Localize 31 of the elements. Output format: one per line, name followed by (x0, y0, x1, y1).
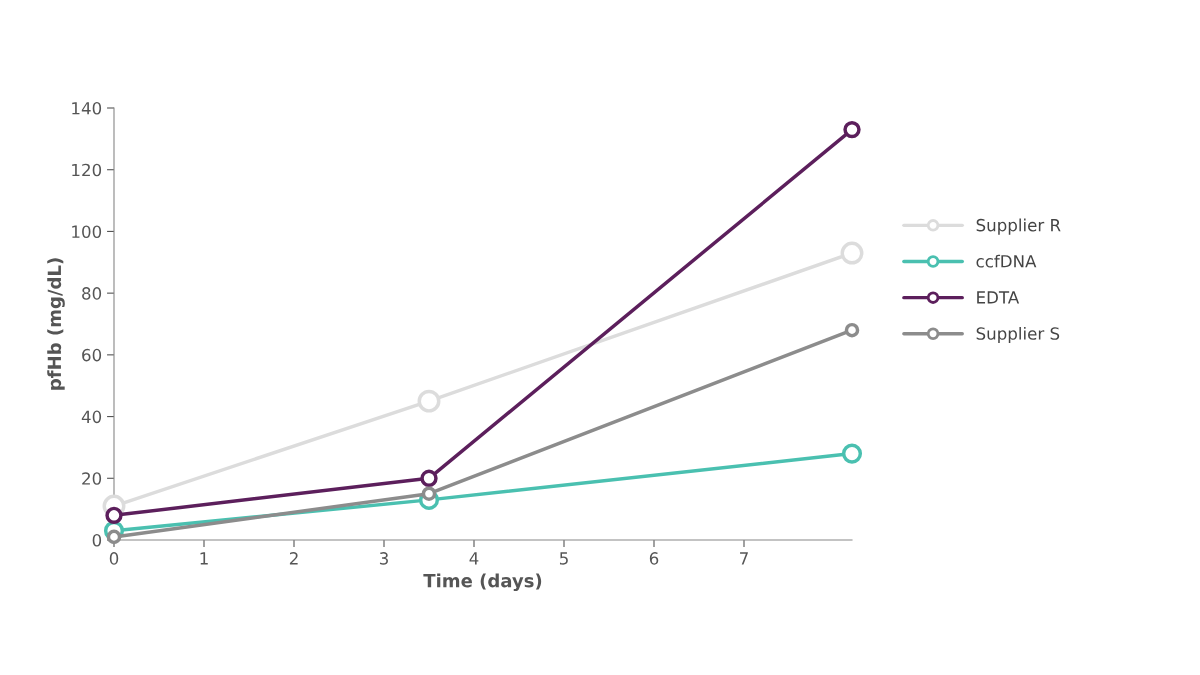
x-tick-label: 0 (109, 552, 119, 565)
y-tick-label: 0 (92, 533, 102, 547)
y-tick-label: 80 (82, 287, 102, 300)
y-tick-label: 140 (72, 101, 102, 115)
x-axis-title: Time (days) (423, 573, 542, 592)
point (421, 486, 437, 502)
point (105, 506, 123, 524)
point (106, 529, 122, 545)
x-tick-label: 5 (559, 552, 568, 565)
legend-label: Supplier S (976, 326, 1060, 344)
x-tick-label: 6 (649, 552, 659, 565)
point (840, 241, 864, 265)
x-tick-label: 3 (379, 552, 388, 565)
y-tick-label: 120 (72, 163, 102, 177)
y-tick-label: 60 (82, 348, 102, 362)
x-tick-label: 4 (469, 552, 479, 565)
legend-label: Supplier R (976, 218, 1061, 235)
legend-label: EDTA (977, 291, 1020, 304)
legend-label: ccfDNA (976, 254, 1037, 268)
point (420, 469, 438, 487)
y-tick-label: 100 (72, 225, 102, 238)
x-tick-label: 7 (740, 552, 748, 565)
point (417, 389, 441, 413)
x-tick-label: 1 (200, 552, 208, 565)
y-axis-title: pfHb (mg/dL) (47, 258, 65, 390)
y-tick-label: 20 (82, 472, 102, 485)
x-tick-label: 2 (289, 552, 298, 565)
point (843, 120, 861, 139)
y-tick-label: 40 (81, 410, 102, 424)
point (844, 322, 860, 338)
point (841, 443, 863, 464)
